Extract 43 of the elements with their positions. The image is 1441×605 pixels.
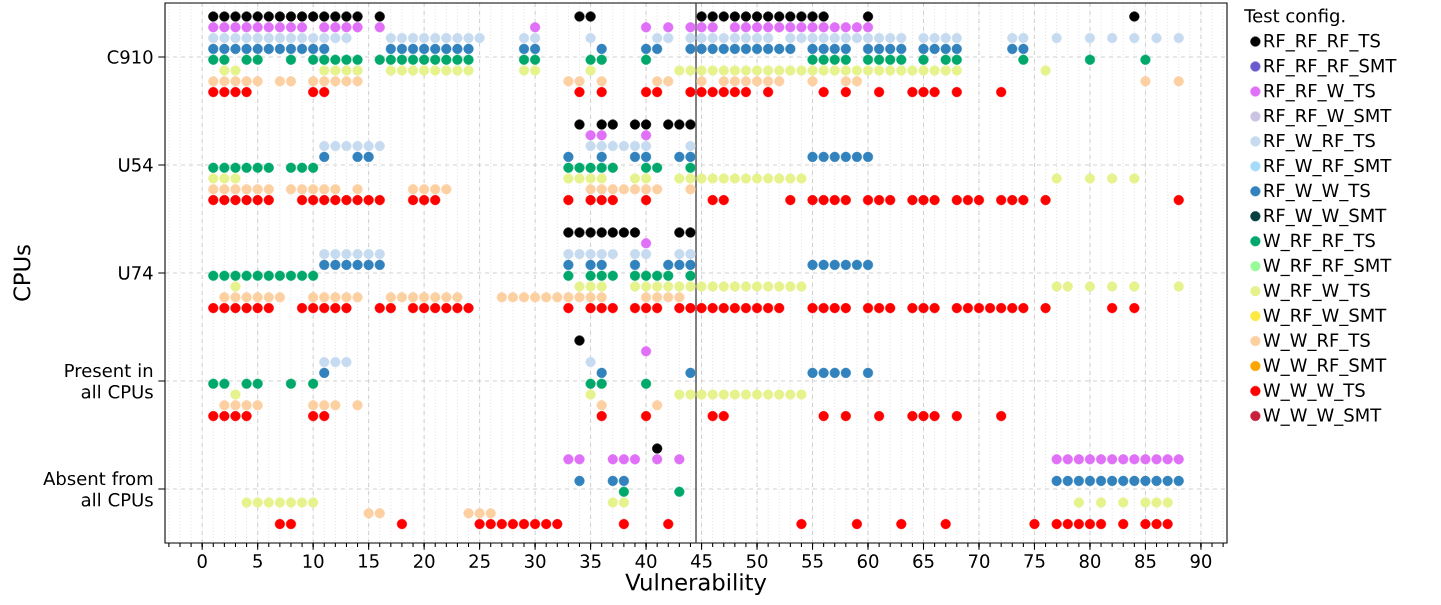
y-tick-label: C910 [107, 50, 153, 64]
x-axis-title: Vulnerability [625, 573, 767, 596]
y-tick-label: Present in all CPUs [65, 363, 153, 399]
x-tick-label: 50 [746, 554, 768, 568]
x-tick-label: 0 [197, 554, 207, 568]
x-tick-label: 40 [635, 554, 657, 568]
legend-label: W_W_RF_SMT [1263, 358, 1387, 376]
x-tick-label: 85 [1135, 554, 1156, 568]
x-tick-label: 75 [1024, 554, 1045, 568]
legend-label: W_RF_W_TS [1263, 283, 1370, 302]
legend-label: RF_W_W_SMT [1264, 208, 1387, 227]
legend-label: RF_RF_RF_TS [1264, 33, 1380, 52]
x-tick-label: 55 [802, 554, 823, 568]
legend-label: RF_W_RF_TS [1264, 133, 1375, 152]
y-tick-label: U74 [119, 266, 153, 280]
legend-label: RF_RF_W_TS [1264, 83, 1375, 102]
legend-label: RF_RF_RF_SMT [1264, 58, 1397, 77]
x-tick-label: 65 [913, 554, 934, 568]
legend-label: W_RF_RF_SMT [1263, 258, 1392, 277]
x-tick-label: 35 [580, 554, 601, 568]
legend-label: W_RF_W_SMT [1263, 308, 1387, 327]
legend-label: RF_W_W_TS [1264, 183, 1370, 202]
x-tick-label: 30 [525, 554, 546, 568]
x-tick-label: 20 [413, 554, 435, 568]
x-tick-label: 60 [857, 554, 879, 568]
x-tick-label: 45 [690, 554, 712, 568]
legend-label: RF_W_RF_SMT [1264, 158, 1392, 177]
legend-label: RF_RF_W_SMT [1264, 108, 1392, 127]
x-tick-label: 5 [253, 554, 262, 568]
x-tick-label: 15 [359, 554, 379, 568]
legend-label: W_W_RF_TS [1263, 333, 1370, 351]
y-tick-label: Absent from all CPUs [43, 471, 153, 507]
legend-title: Test config. [1244, 8, 1345, 27]
y-axis-title: CPUs [13, 245, 31, 301]
legend-label: W_W_W_SMT [1263, 408, 1382, 426]
x-tick-label: 10 [303, 554, 324, 568]
x-tick-label: 80 [1079, 554, 1101, 568]
x-tick-label: 25 [469, 554, 490, 568]
x-tick-label: 90 [1190, 554, 1212, 568]
legend-label: W_W_W_TS [1263, 383, 1365, 401]
x-tick-label: 70 [969, 554, 990, 568]
y-tick-label: U54 [119, 158, 153, 172]
legend-label: W_RF_RF_TS [1263, 233, 1375, 252]
